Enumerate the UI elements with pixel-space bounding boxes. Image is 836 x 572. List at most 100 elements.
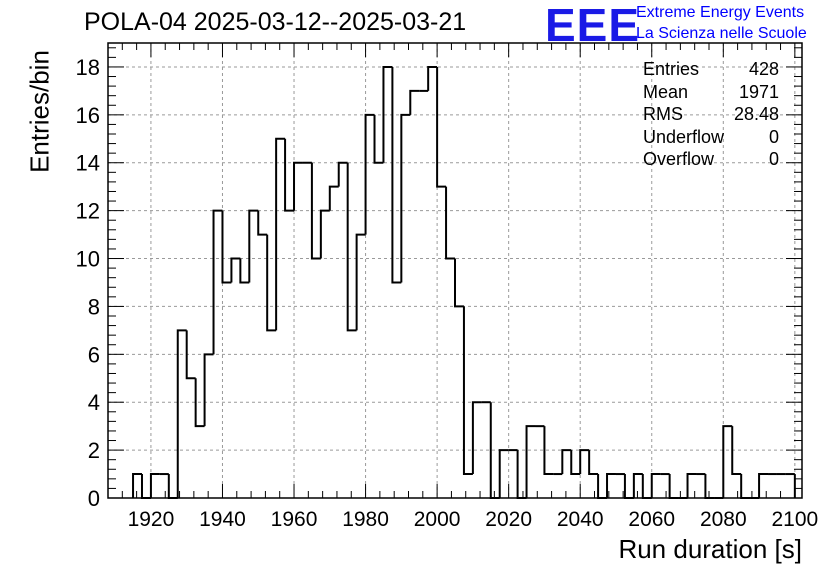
histogram-bin (391, 66, 402, 284)
histogram-bin (355, 233, 366, 331)
stats-label: Mean (643, 81, 689, 102)
histogram-bin (427, 65, 438, 91)
stats-value: 0 (768, 149, 779, 170)
y-tick-label: 18 (76, 55, 100, 80)
histogram-bin (266, 234, 277, 332)
stats-label: Overflow (643, 149, 715, 170)
histogram-bin (445, 186, 455, 260)
histogram-bin (597, 474, 608, 499)
histogram-bin (436, 66, 447, 188)
histogram-bin (248, 209, 259, 283)
histogram-bin (373, 114, 384, 164)
histogram-bin (167, 474, 178, 499)
histogram-bin (731, 426, 742, 476)
stats-value: 0 (768, 126, 779, 147)
histogram-bin (212, 209, 223, 355)
stats-row-mean: Mean 1971 (643, 81, 779, 104)
histogram-bin (203, 353, 214, 427)
stats-label: Entries (643, 59, 700, 79)
plot-border (107, 42, 803, 499)
histogram-bin (686, 473, 697, 498)
histogram-bin (525, 425, 536, 498)
logo-caption: Extreme Energy Events La Scienza nelle S… (636, 2, 807, 44)
histogram-bin (516, 450, 527, 499)
histogram-bin (409, 89, 420, 115)
y-tick-label: 8 (88, 294, 100, 319)
x-tick-label: 2100 (771, 508, 818, 531)
logo-caption-line2: La Scienza nelle Scuole (636, 25, 807, 42)
y-tick-label: 0 (88, 486, 100, 511)
histogram-bin (400, 113, 411, 283)
stats-row-overflow: Overflow 0 (643, 148, 779, 171)
chart-title: POLA-04 2025-03-12--2025-03-21 (84, 8, 467, 36)
stats-value: 28.48 (733, 104, 779, 125)
stats-row-underflow: Underflow 0 (643, 126, 779, 149)
y-tick-label: 12 (76, 199, 100, 224)
histogram-bin (257, 210, 268, 236)
axis-tick-labels: 1920 1940 1960 1980 2000 2020 2040 2060 2080 2100… (76, 55, 819, 531)
histogram-bin (230, 257, 241, 283)
histogram-bin (239, 258, 250, 284)
histogram-bin (623, 474, 634, 499)
histogram-bin (579, 449, 590, 475)
histogram-bin (221, 210, 232, 284)
stats-label: RMS (643, 104, 683, 125)
histogram-bin (641, 474, 652, 499)
histogram-bin (668, 474, 679, 499)
histogram-bin (328, 185, 339, 211)
histogram-bin (606, 473, 616, 498)
stats-row-entries: Entries 428 (643, 58, 779, 81)
x-tick-label: 1980 (342, 508, 389, 531)
eee-logo: EEE (545, 0, 641, 51)
stats-row-rms: RMS 28.48 (643, 103, 779, 126)
histogram-bin (185, 330, 196, 380)
stats-box: Entries 428 Mean 1971 RMS 28.48 Underflow 0 … (643, 58, 779, 171)
y-tick-label: 2 (88, 438, 100, 463)
histogram-bin (561, 449, 572, 475)
histogram-bin (570, 450, 581, 476)
histogram-bin (543, 426, 554, 476)
x-axis-label: Run duration [s] (618, 534, 802, 564)
stats-value: 428 (748, 59, 779, 79)
histogram-bin (471, 401, 482, 475)
histogram-bin (194, 378, 205, 428)
x-tick-label: 1940 (199, 508, 246, 531)
x-tick-label: 2000 (414, 508, 461, 531)
histogram-bin (364, 113, 375, 235)
histogram-bin (462, 306, 473, 476)
histogram-bin (132, 473, 142, 498)
stats-value: 1971 (738, 81, 779, 102)
histogram-bin (149, 473, 160, 498)
histogram-bin (346, 162, 357, 332)
x-tick-label: 2040 (557, 508, 604, 531)
histogram-bin (337, 161, 348, 187)
histogram-bin (293, 161, 303, 211)
histogram-bin (704, 474, 715, 499)
y-tick-label: 4 (88, 390, 100, 415)
histogram-bin (176, 329, 187, 498)
histogram-bin (140, 474, 151, 499)
y-tick-label: 14 (76, 151, 100, 176)
histogram-bin (275, 137, 286, 331)
y-axis-label: Entries/bin (24, 50, 55, 173)
plot-frame (107, 42, 803, 499)
histogram-bin (382, 65, 393, 163)
histogram-bin (722, 425, 733, 498)
histogram-bin (284, 138, 295, 212)
logo-caption-line1: Extreme Energy Events (636, 4, 805, 21)
histogram-bin (758, 473, 769, 498)
histogram-bin (632, 473, 643, 498)
histogram-bin (310, 162, 321, 260)
histogram-bin (588, 450, 599, 476)
x-tick-label: 1920 (128, 508, 175, 531)
grid-lines (108, 43, 802, 498)
y-tick-label: 10 (76, 247, 100, 272)
histogram-bin (454, 258, 464, 308)
x-tick-label: 2020 (485, 508, 532, 531)
histogram-bin (319, 209, 330, 259)
y-tick-label: 6 (88, 342, 100, 367)
y-tick-label: 16 (76, 103, 100, 128)
x-tick-label: 2080 (700, 508, 747, 531)
x-tick-label: 2060 (628, 508, 675, 531)
